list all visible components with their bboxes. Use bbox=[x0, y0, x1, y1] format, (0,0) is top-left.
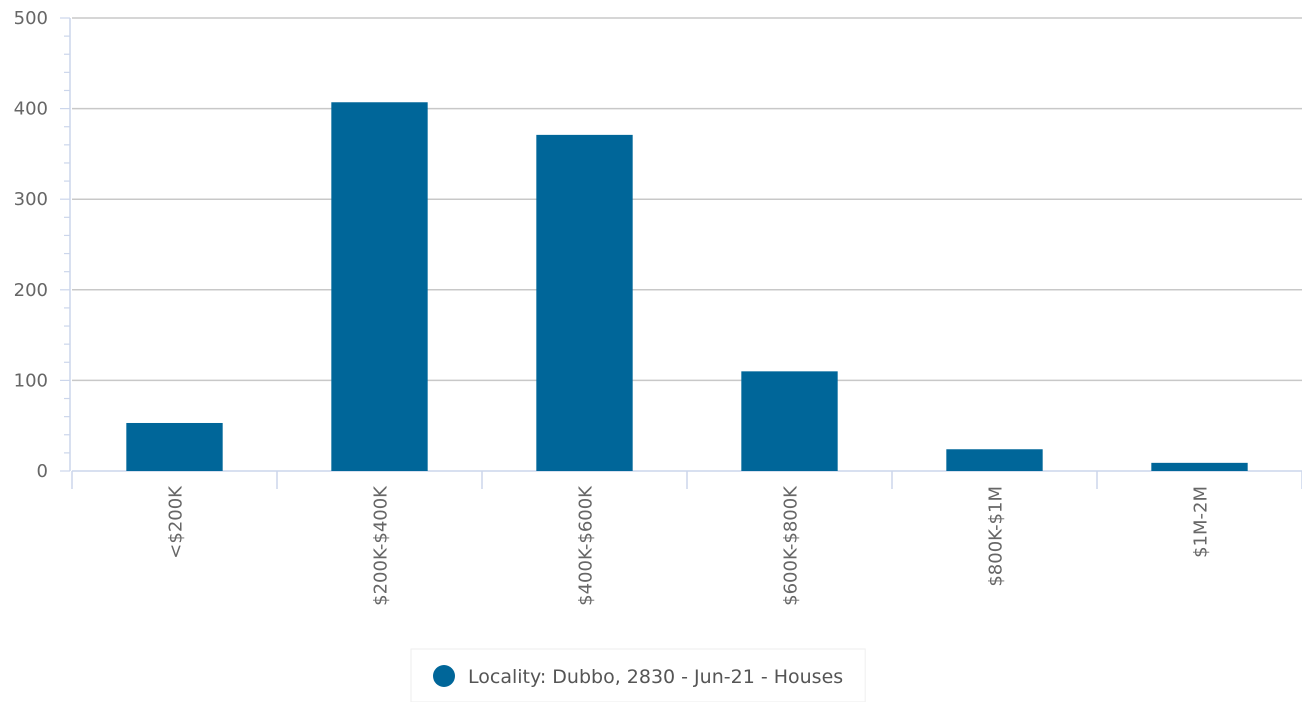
gridlines bbox=[72, 17, 1302, 472]
legend[interactable]: Locality: Dubbo, 2830 - Jun-21 - Houses bbox=[410, 648, 866, 702]
legend-marker-icon bbox=[433, 665, 455, 687]
x-tick-label: $1M-2M bbox=[1191, 486, 1212, 558]
y-minor-ticks bbox=[60, 17, 71, 472]
bar[interactable] bbox=[1151, 462, 1248, 471]
bar[interactable] bbox=[331, 102, 428, 472]
x-tick-label: $200K-$400K bbox=[371, 485, 392, 606]
bar[interactable] bbox=[946, 449, 1043, 471]
x-axis-category-labels: <$200K $200K-$400K $400K-$600K $600K-$800K $… bbox=[166, 485, 1212, 606]
y-tick-label: 400 bbox=[14, 99, 48, 120]
x-tick-label: $800K-$1M bbox=[986, 486, 1007, 587]
bar[interactable] bbox=[126, 422, 223, 471]
y-tick-label: 500 bbox=[14, 8, 48, 29]
x-tick-label: $600K-$800K bbox=[781, 485, 802, 606]
y-axis-tick-labels: 0 100 200 300 400 500 bbox=[14, 8, 48, 482]
y-tick-label: 300 bbox=[14, 189, 48, 210]
y-tick-label: 200 bbox=[14, 280, 48, 301]
bar[interactable] bbox=[536, 134, 633, 471]
x-tick-label: <$200K bbox=[166, 485, 187, 559]
bar-series[interactable] bbox=[126, 102, 1248, 472]
legend-label[interactable]: Locality: Dubbo, 2830 - Jun-21 - Houses bbox=[468, 666, 843, 688]
x-axis bbox=[71, 471, 1302, 489]
legend-box bbox=[410, 648, 866, 702]
y-tick-label: 100 bbox=[14, 370, 48, 391]
y-tick-label: 0 bbox=[37, 461, 48, 482]
bar[interactable] bbox=[741, 371, 838, 471]
x-tick-label: $400K-$600K bbox=[576, 485, 597, 606]
